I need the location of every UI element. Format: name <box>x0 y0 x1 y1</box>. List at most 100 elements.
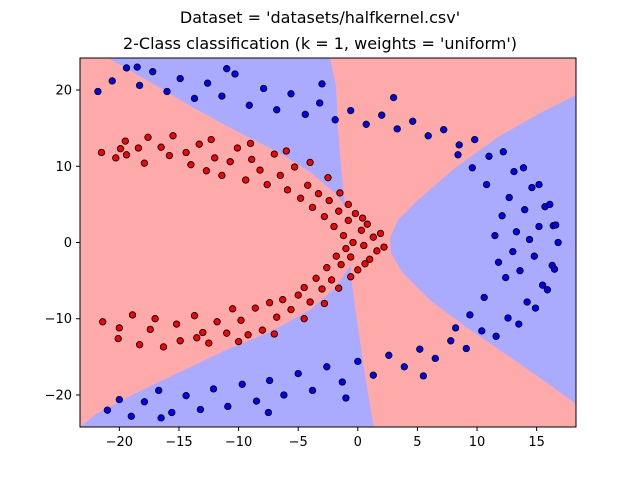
data-point-red <box>347 273 355 281</box>
x-tick-label: −20 <box>106 435 133 450</box>
y-tick-label: 0 <box>64 236 72 251</box>
data-point-blue <box>140 398 149 406</box>
data-point-blue <box>122 64 131 72</box>
data-point-red <box>205 339 213 347</box>
data-point-red <box>366 255 374 263</box>
data-point-blue <box>385 351 393 359</box>
data-point-blue <box>176 74 184 83</box>
data-point-red <box>202 167 211 175</box>
data-point-blue <box>482 180 491 189</box>
data-point-blue <box>528 183 536 192</box>
data-point-blue <box>135 81 144 90</box>
data-point-red <box>165 151 174 160</box>
data-point-red <box>99 318 107 326</box>
data-point-blue <box>531 304 540 312</box>
data-point-red <box>218 171 226 180</box>
data-point-red <box>344 200 352 209</box>
data-point-blue <box>342 394 350 402</box>
data-point-red <box>360 241 368 250</box>
chart-subtitle: 2-Class classification (k = 1, weights =… <box>123 34 517 53</box>
data-point-red <box>344 216 352 225</box>
data-point-red <box>306 158 314 167</box>
data-point-blue <box>519 164 528 172</box>
data-point-red <box>282 147 290 155</box>
data-point-blue <box>525 235 534 244</box>
data-point-blue <box>259 84 268 93</box>
data-point-blue <box>245 101 253 109</box>
data-point-red <box>323 264 331 272</box>
data-point-red <box>248 155 256 164</box>
data-point-blue <box>273 106 281 114</box>
data-point-red <box>97 148 106 157</box>
data-point-blue <box>264 408 273 417</box>
data-point-blue <box>223 65 231 73</box>
data-point-red <box>176 337 184 345</box>
data-point-blue <box>552 221 560 229</box>
data-point-blue <box>554 238 562 247</box>
data-point-blue <box>505 193 513 202</box>
data-point-blue <box>499 148 507 156</box>
data-point-red <box>134 144 143 152</box>
data-point-blue <box>447 337 455 345</box>
data-point-red <box>256 166 264 174</box>
data-point-red <box>369 233 377 241</box>
data-point-blue <box>182 392 190 400</box>
points-layer <box>94 63 562 422</box>
data-point-red <box>325 196 333 205</box>
data-point-red <box>159 343 168 351</box>
x-tick-label: −5 <box>289 435 308 450</box>
data-point-blue <box>416 345 424 353</box>
x-tick-label: 10 <box>469 435 486 450</box>
data-point-blue <box>149 68 157 76</box>
data-point-blue <box>316 99 324 107</box>
data-point-red <box>327 276 336 284</box>
data-point-red <box>304 181 312 189</box>
data-point-red <box>335 207 343 215</box>
data-point-red <box>347 253 355 261</box>
y-tick-label: 10 <box>55 160 72 175</box>
data-point-blue <box>190 94 199 103</box>
data-point-red <box>187 161 195 169</box>
data-point-red <box>318 285 326 293</box>
data-point-blue <box>510 167 518 176</box>
data-point-red <box>290 163 299 171</box>
data-point-red <box>182 148 190 157</box>
data-point-blue <box>224 402 232 411</box>
data-point-red <box>246 139 255 148</box>
data-point-blue <box>389 93 398 102</box>
data-point-blue <box>203 79 212 87</box>
data-point-blue <box>478 327 486 335</box>
data-point-blue <box>471 135 479 144</box>
data-point-red <box>114 334 122 343</box>
data-point-blue <box>308 386 317 395</box>
data-point-red <box>146 325 154 334</box>
data-point-blue <box>400 363 408 371</box>
data-point-blue <box>480 293 488 302</box>
data-point-blue <box>265 376 274 385</box>
x-tick-label: 5 <box>413 435 421 450</box>
data-point-blue <box>431 354 439 363</box>
data-point-red <box>320 212 329 221</box>
data-point-blue <box>509 247 517 256</box>
data-point-blue <box>516 267 524 275</box>
data-point-blue <box>502 273 510 282</box>
data-point-red <box>380 243 388 251</box>
y-tick-label: −10 <box>45 312 72 327</box>
data-point-red <box>339 231 348 240</box>
data-point-blue <box>550 265 559 273</box>
data-point-blue <box>485 152 493 160</box>
data-point-blue <box>287 90 295 98</box>
data-point-blue <box>546 200 554 209</box>
data-point-red <box>320 299 329 308</box>
data-point-red <box>258 326 267 334</box>
data-point-blue <box>338 378 346 386</box>
data-point-red <box>172 320 181 328</box>
data-point-blue <box>535 222 543 231</box>
data-point-red <box>195 140 203 148</box>
data-point-blue <box>108 77 116 85</box>
data-point-red <box>300 315 308 323</box>
data-point-blue <box>535 180 543 189</box>
data-point-blue <box>362 120 370 128</box>
data-point-blue <box>163 87 171 96</box>
